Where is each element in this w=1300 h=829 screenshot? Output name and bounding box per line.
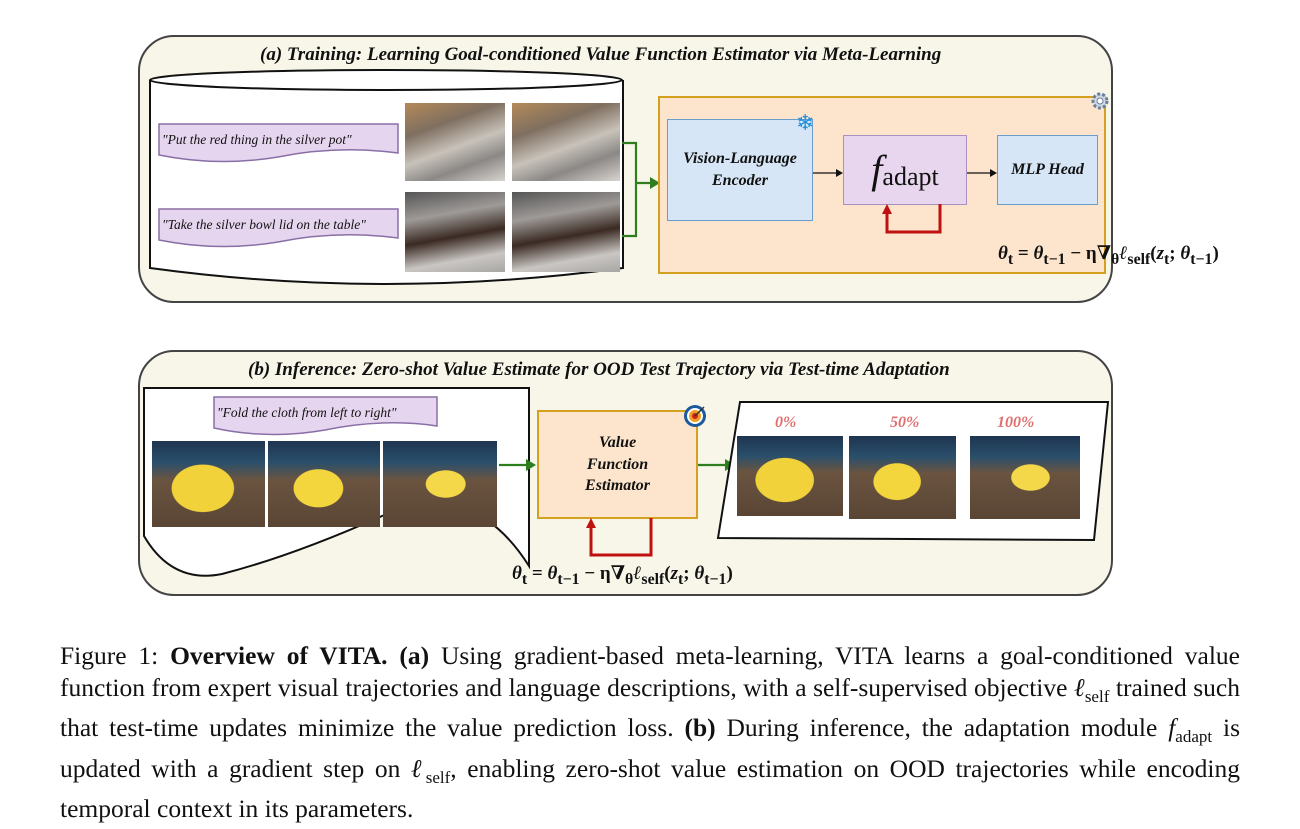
vision-language-encoder: Vision-Language Encoder [667,119,813,221]
progress-label: 0% [775,414,797,431]
value-function-estimator: Value Function Estimator [537,410,698,519]
trajectory-frame [383,441,497,527]
figure-caption: Figure 1: Overview of VITA. (a) Using gr… [60,641,1241,824]
panel-b-title: (b) Inference: Zero-shot Value Estimate … [248,359,950,380]
instruction-bubble: "Put the red thing in the silver pot" [158,123,400,163]
instruction-bubble: "Take the silver bowl lid on the table" [158,208,400,248]
gear-icon [1091,92,1109,110]
mlp-head: MLP Head [997,135,1098,205]
adaptation-module: f adapt [843,135,967,205]
arrow [499,459,536,471]
input-bracket-arrow [622,141,660,238]
snowflake-icon: ❄ [796,110,815,135]
trajectory-frame [512,103,620,181]
trajectory-frame [268,441,380,527]
trajectory-frame [405,192,505,272]
panel-a-title: (a) Training: Learning Goal-conditioned … [260,44,942,65]
trajectory-frame [152,441,265,527]
trajectory-frame [737,436,843,516]
update-loop-arrow [882,204,942,234]
trajectory-frame [512,192,620,272]
update-equation: θt = θt−1 − η∇θℓself(zt; θt−1) [512,563,733,588]
update-equation: θt = θt−1 − η∇θℓself(zt; θt−1) [998,243,1219,268]
target-icon [684,405,706,427]
update-loop-arrow [586,518,653,557]
trajectory-frame [970,436,1080,519]
arrow [813,169,843,177]
arrow [967,169,997,177]
trajectory-frame [849,436,956,519]
progress-label: 100% [997,414,1035,431]
progress-label: 50% [890,414,920,431]
trajectory-frame [405,103,505,181]
instruction-bubble: "Fold the cloth from left to right" [213,396,439,436]
